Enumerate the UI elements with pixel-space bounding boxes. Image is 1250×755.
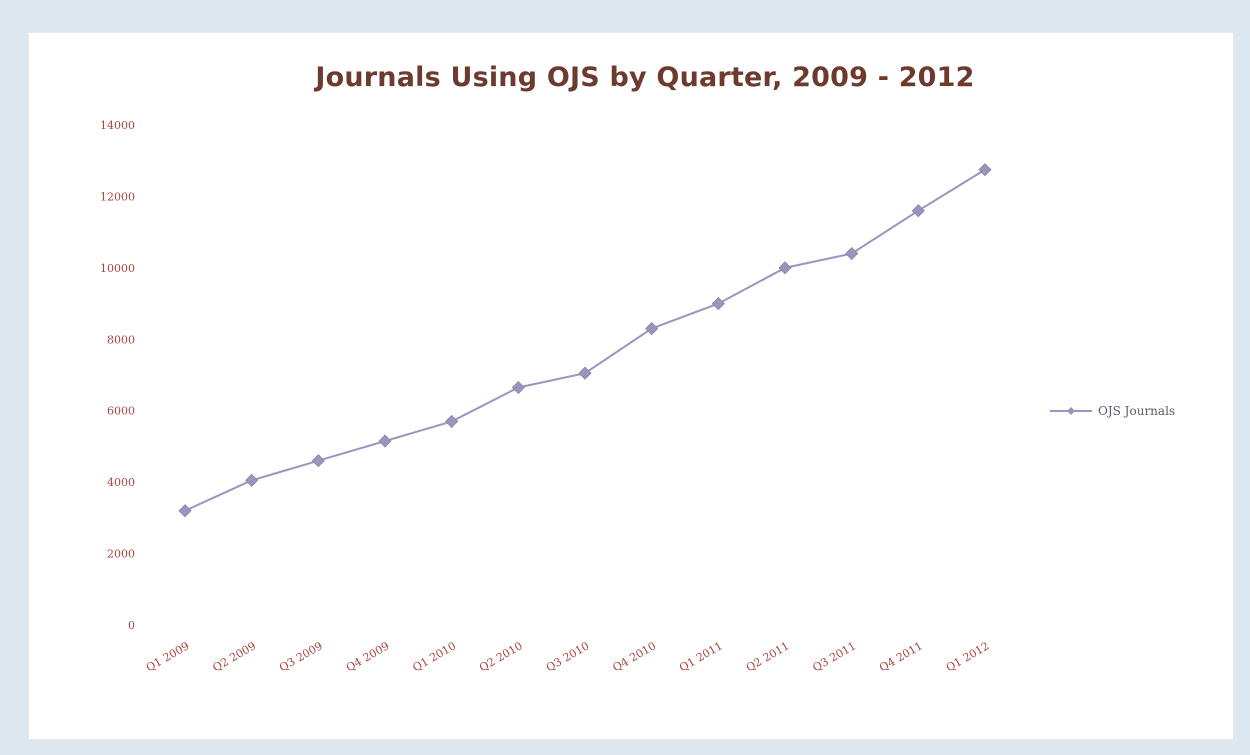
y-tick-label: 4000 — [107, 476, 135, 489]
series-line — [184, 168, 986, 512]
x-tick-label: Q4 2011 — [877, 639, 925, 674]
y-tick-label: 0 — [128, 619, 135, 632]
data-point-marker — [578, 366, 592, 380]
data-point-marker — [511, 380, 525, 395]
y-tick-label: 14000 — [100, 119, 135, 132]
data-point-marker — [645, 322, 659, 336]
y-tick-label: 2000 — [107, 548, 135, 561]
data-point-marker — [311, 454, 325, 468]
x-tick-label: Q3 2011 — [811, 639, 859, 674]
x-tick-label: Q2 2011 — [744, 639, 792, 674]
data-point-marker — [711, 297, 725, 311]
y-tick-label: 8000 — [107, 333, 135, 346]
chart-title: Journals Using OJS by Quarter, 2009 - 20… — [315, 62, 975, 93]
x-tick-label: Q3 2009 — [277, 639, 325, 674]
chart-card — [28, 32, 1234, 740]
x-tick-label: Q1 2009 — [144, 639, 192, 674]
y-tick-label: 10000 — [100, 262, 135, 275]
data-point-marker — [978, 163, 992, 177]
data-point-marker — [245, 473, 259, 487]
legend-label: OJS Journals — [1098, 404, 1175, 418]
x-tick-label: Q1 2010 — [411, 639, 459, 674]
x-tick-label: Q4 2009 — [344, 639, 392, 674]
data-point-marker — [911, 204, 925, 218]
x-tick-label: Q1 2011 — [677, 639, 725, 674]
data-point-marker — [378, 434, 392, 448]
y-tick-label: 12000 — [100, 190, 135, 203]
data-point-marker — [178, 504, 192, 518]
x-tick-label: Q1 2012 — [944, 639, 992, 674]
x-tick-label: Q2 2010 — [477, 639, 525, 674]
data-point-marker — [845, 247, 859, 261]
data-point-marker — [778, 261, 792, 275]
legend-marker — [1067, 407, 1075, 415]
x-tick-label: Q3 2010 — [544, 639, 592, 674]
x-tick-label: Q2 2009 — [211, 639, 259, 674]
data-point-marker — [445, 414, 459, 428]
x-tick-label: Q4 2010 — [611, 639, 659, 674]
y-tick-label: 6000 — [107, 405, 135, 418]
